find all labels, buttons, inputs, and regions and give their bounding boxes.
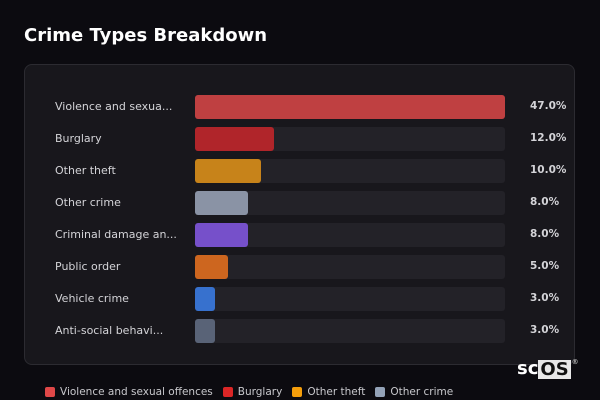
bar-row: Burglary 12.0% <box>25 127 574 151</box>
category-label: Burglary <box>55 132 102 145</box>
bar <box>195 319 215 343</box>
bar-row: Other crime 8.0% <box>25 191 574 215</box>
legend-label: Other crime <box>390 386 454 398</box>
category-label: Anti-social behavi... <box>55 324 164 337</box>
legend-item[interactable]: Burglary <box>222 386 283 398</box>
category-label: Public order <box>55 260 121 273</box>
bar-row: Public order 5.0% <box>25 255 574 279</box>
legend-item[interactable]: Violence and sexual offences <box>45 386 213 398</box>
value-label: 47.0% <box>530 100 567 112</box>
scos-logo: sc OS ® <box>517 358 579 380</box>
bar-row: Other theft 10.0% <box>25 159 574 183</box>
bar-track <box>195 95 505 119</box>
bar-track <box>195 127 505 151</box>
chart-title: Crime Types Breakdown <box>24 25 268 46</box>
bar <box>195 223 248 247</box>
bar-track <box>195 159 505 183</box>
bar <box>195 127 275 151</box>
legend-swatch <box>292 387 303 397</box>
category-label: Vehicle crime <box>55 292 129 305</box>
category-label: Criminal damage an... <box>55 228 177 241</box>
value-label: 8.0% <box>530 196 560 208</box>
bar-track <box>195 255 505 279</box>
legend-item[interactable]: Other crime <box>375 386 453 398</box>
bar-track <box>195 319 505 343</box>
legend-label: Violence and sexual offences <box>60 386 213 398</box>
value-label: 12.0% <box>530 132 567 144</box>
bar <box>195 191 248 215</box>
bar-row: Vehicle crime 3.0% <box>25 287 574 311</box>
legend: Violence and sexual offences Burglary Othe… <box>45 386 453 398</box>
legend-label: Burglary <box>237 386 283 398</box>
legend-swatch <box>222 387 233 397</box>
bar-track <box>195 223 505 247</box>
bar <box>195 287 215 311</box>
chart-card: Violence and sexua... 47.0% Burglary 12.0… <box>24 64 575 365</box>
value-label: 5.0% <box>530 260 560 272</box>
legend-swatch <box>375 387 386 397</box>
bar <box>195 255 228 279</box>
value-label: 3.0% <box>530 292 560 304</box>
bar-row: Anti-social behavi... 3.0% <box>25 319 574 343</box>
category-label: Violence and sexua... <box>55 100 173 113</box>
legend-label: Other theft <box>307 386 366 398</box>
value-label: 10.0% <box>530 164 567 176</box>
bar-track <box>195 287 505 311</box>
legend-swatch <box>45 387 55 397</box>
value-label: 8.0% <box>530 228 560 240</box>
bar <box>195 95 505 119</box>
bar <box>195 159 261 183</box>
value-label: 3.0% <box>530 324 560 336</box>
category-label: Other crime <box>55 196 121 209</box>
bar-track <box>195 191 505 215</box>
bar-row: Criminal damage an... 8.0% <box>25 223 574 247</box>
legend-item[interactable]: Other theft <box>292 386 365 398</box>
category-label: Other theft <box>55 164 116 177</box>
bar-row: Violence and sexua... 47.0% <box>25 95 574 119</box>
